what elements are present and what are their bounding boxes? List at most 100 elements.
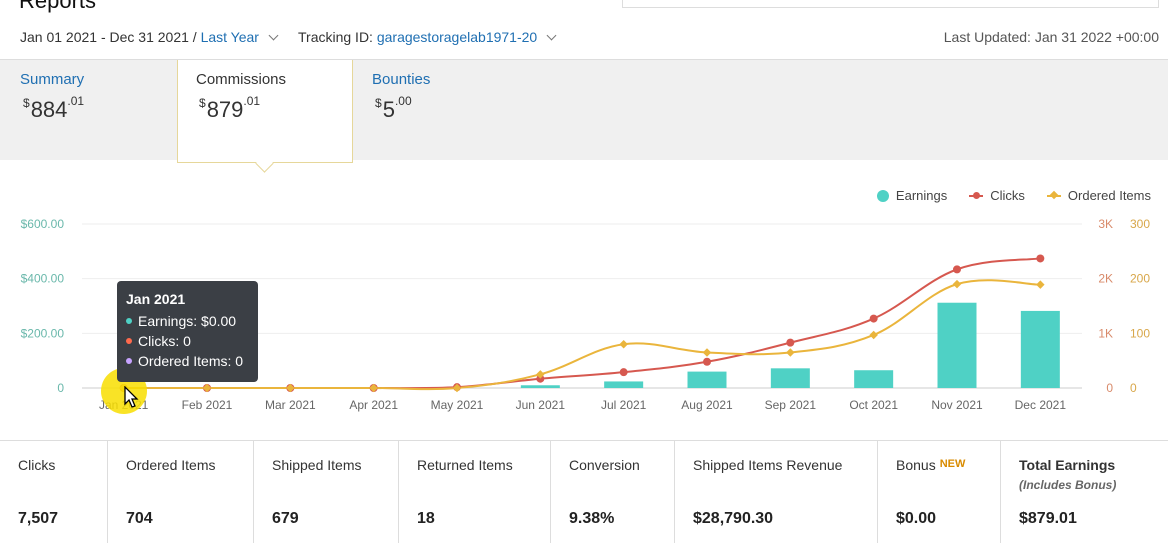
stat-label: Total Earnings — [1019, 457, 1116, 473]
tab-bounties[interactable]: Bounties $5.00 — [372, 60, 522, 160]
stat-shipped-items: Shipped Items 679 — [254, 441, 399, 543]
tooltip-earnings-row: Earnings: $0.00 — [126, 313, 249, 329]
earnings-bar — [937, 302, 977, 388]
stat-value: 18 — [417, 510, 435, 527]
stat-label: Shipped Items — [272, 457, 362, 473]
x-axis-tick: Oct 2021 — [849, 398, 898, 412]
ordered-items-point — [702, 348, 712, 357]
page-title: Reports — [19, 0, 97, 13]
stat-shipped-revenue: Shipped Items Revenue $28,790.30 — [675, 441, 878, 543]
stat-value: $879.01 — [1019, 510, 1077, 527]
stat-conversion: Conversion 9.38% — [551, 441, 675, 543]
earnings-bar — [604, 381, 644, 388]
legend-clicks-label: Clicks — [990, 188, 1025, 203]
chart-tooltip: Jan 2021 Earnings: $0.00 Clicks: 0 Order… — [117, 281, 258, 382]
tab-commissions-value: $879.01 — [199, 94, 261, 122]
stat-label: Returned Items — [417, 457, 513, 473]
stat-label: Clicks — [18, 457, 56, 473]
stat-value: 679 — [272, 510, 299, 527]
right-axis-clicks-tick: 3K — [1098, 217, 1113, 231]
stat-value: $0.00 — [896, 510, 937, 527]
ordered-items-point — [452, 383, 462, 393]
tab-bounties-value: $5.00 — [375, 94, 412, 122]
legend-earnings-label: Earnings — [895, 188, 948, 203]
x-axis-tick: Mar 2021 — [265, 398, 316, 412]
clicks-point — [953, 265, 961, 274]
left-axis-tick: 0 — [57, 381, 64, 395]
right-axis-ordered-tick: 0 — [1130, 381, 1137, 395]
tab-summary-value: $884.01 — [23, 94, 85, 122]
earnings-bar — [854, 370, 894, 388]
tab-commissions[interactable]: Commissions $879.01 — [177, 60, 353, 173]
chevron-down-icon[interactable] — [268, 30, 279, 41]
stats-bar: Clicks 7,507 Ordered Items 704 Shipped I… — [0, 440, 1168, 543]
stat-label: Bonus NEW — [896, 457, 966, 473]
clicks-point — [619, 368, 628, 377]
ordered-items-point — [619, 340, 628, 349]
stat-value: 7,507 — [18, 510, 59, 527]
left-axis-tick: $400.00 — [21, 272, 65, 286]
clicks-line — [123, 257, 1041, 390]
clicks-point — [869, 314, 878, 323]
earnings-bar — [770, 368, 810, 388]
legend-earnings-marker — [876, 189, 889, 202]
stat-value: 704 — [126, 510, 153, 527]
left-axis-tick: $200.00 — [21, 326, 65, 340]
right-axis-clicks-tick: 0 — [1106, 381, 1113, 395]
clicks-point — [536, 374, 545, 383]
stat-label: Shipped Items Revenue — [693, 457, 843, 473]
ordered-items-point — [202, 383, 212, 393]
tracking-label: Tracking ID: — [298, 29, 373, 45]
clicks-point — [703, 357, 711, 366]
tracking-id-filter[interactable]: Tracking ID: garagestoragelab1971-20 — [298, 29, 557, 45]
x-axis-tick: Jun 2021 — [516, 398, 566, 412]
stat-total-earnings: Total Earnings (Includes Bonus) $879.01 — [1001, 441, 1168, 543]
ordered-items-line — [123, 279, 1041, 391]
tracking-id-link[interactable]: garagestoragelab1971-20 — [376, 29, 538, 45]
clicks-point — [786, 338, 795, 347]
x-axis-tick: Sep 2021 — [765, 398, 817, 412]
stat-bonus: Bonus NEW $0.00 — [878, 441, 1001, 543]
tab-summary-label: Summary — [20, 71, 85, 88]
right-axis-clicks-tick: 2K — [1098, 272, 1113, 286]
stat-sublabel: (Includes Bonus) — [1019, 478, 1117, 492]
ordered-items-point — [1036, 280, 1045, 289]
x-axis-tick: Jul 2021 — [601, 398, 647, 412]
date-range-text: Jan 01 2021 - Dec 31 2021 / — [20, 29, 197, 45]
stat-ordered-items: Ordered Items 704 — [108, 441, 254, 543]
earnings-bar — [687, 371, 727, 388]
ordered-items-point — [286, 383, 295, 393]
right-axis-ordered-tick: 200 — [1130, 272, 1150, 286]
legend-clicks[interactable]: Clicks — [969, 188, 1025, 203]
tooltip-title: Jan 2021 — [126, 291, 186, 307]
clicks-point — [1036, 254, 1045, 263]
stat-value: 9.38% — [569, 510, 615, 527]
stat-value: $28,790.30 — [693, 510, 774, 527]
report-tabs: Summary $884.01 Commissions $879.01 Boun… — [0, 59, 1168, 173]
chevron-down-icon[interactable] — [546, 30, 557, 41]
stat-label: Ordered Items — [126, 457, 216, 473]
stat-returned-items: Returned Items 18 — [399, 441, 551, 543]
x-axis-tick: Nov 2021 — [931, 398, 983, 412]
tab-summary[interactable]: Summary $884.01 — [20, 60, 170, 160]
stat-clicks: Clicks 7,507 — [0, 441, 108, 543]
legend-ordered-label: Ordered Items — [1067, 188, 1151, 203]
date-range-filter[interactable]: Jan 01 2021 - Dec 31 2021 / Last Year — [20, 29, 279, 45]
legend-ordered-marker — [1046, 190, 1061, 199]
new-badge: NEW — [939, 458, 966, 470]
stat-label: Conversion — [569, 457, 640, 473]
chart-legend: Earnings Clicks Ordered Items — [876, 188, 1151, 203]
tooltip-ordered-row: Ordered Items: 0 — [126, 353, 249, 369]
ordered-items-point — [786, 348, 795, 357]
tab-commissions-label: Commissions — [196, 71, 287, 88]
earnings-bar — [1020, 310, 1060, 388]
x-axis-tick: Aug 2021 — [681, 398, 733, 412]
legend-earnings[interactable]: Earnings — [876, 188, 948, 203]
last-updated: Last Updated: Jan 31 2022 +00:00 — [943, 29, 1159, 45]
legend-ordered-items[interactable]: Ordered Items — [1046, 188, 1151, 203]
ordered-items-point — [869, 330, 878, 340]
period-link[interactable]: Last Year — [200, 29, 259, 45]
right-axis-ordered-tick: 100 — [1130, 326, 1150, 340]
right-axis-ordered-tick: 300 — [1130, 217, 1150, 231]
earnings-bar — [520, 385, 560, 388]
